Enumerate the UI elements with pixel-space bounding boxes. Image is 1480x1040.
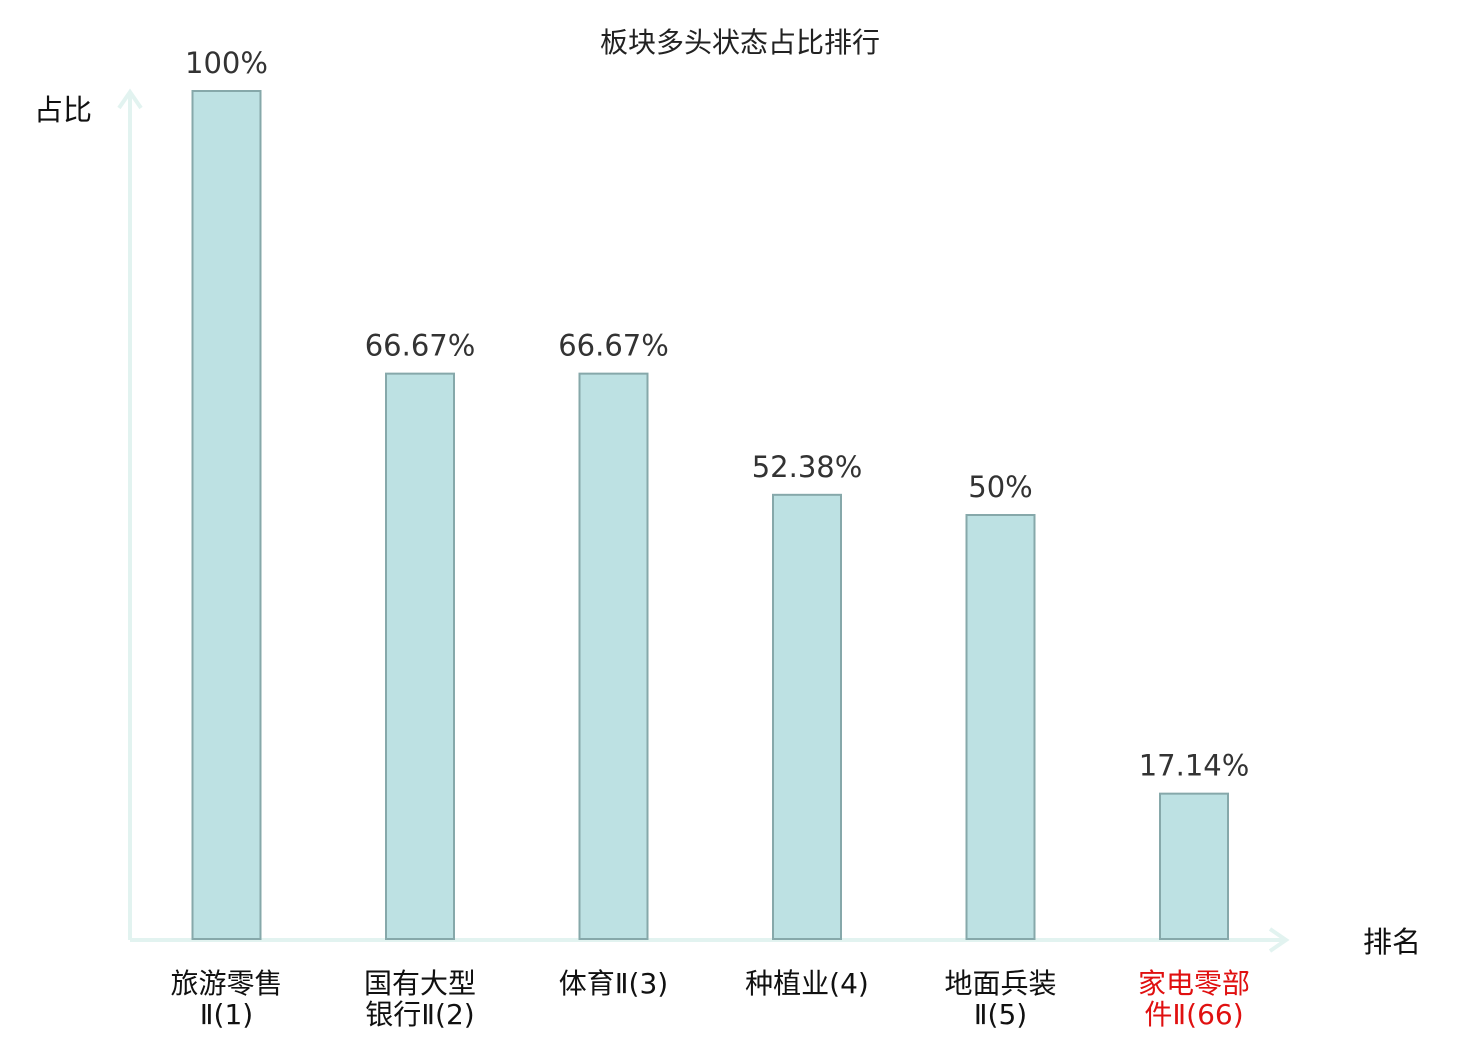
- chart-title: 板块多头状态占比排行: [600, 26, 880, 59]
- bar-3: [578, 372, 649, 940]
- category-label-1-line-2: Ⅱ(1): [200, 998, 253, 1031]
- category-label-5-line-1: 地面兵装: [944, 967, 1056, 1000]
- x-axis-arrow-icon: [1268, 927, 1290, 953]
- y-axis: 占比: [34, 88, 143, 940]
- category-label-4-line-1: 种植业(4): [745, 967, 869, 1000]
- x-axis: 排名: [130, 925, 1421, 959]
- bar-2: [385, 372, 455, 940]
- category-label-6-line-1: 家电零部: [1138, 967, 1250, 1000]
- y-axis-label: 占比: [34, 93, 92, 127]
- category-label-2-line-1: 国有大型: [364, 967, 476, 1000]
- category-label-5-line-2: Ⅱ(5): [974, 998, 1027, 1031]
- category-label-3-line-1: 体育Ⅱ(3): [559, 967, 668, 1000]
- x-axis-label: 排名: [1363, 925, 1421, 959]
- bar-5: [965, 514, 1036, 940]
- value-label-6: 17.14%: [1139, 749, 1250, 783]
- bar-4: [772, 493, 842, 940]
- y-axis-arrow-icon: [117, 88, 143, 110]
- bar-6: [1159, 792, 1229, 940]
- value-label-3: 66.67%: [558, 329, 669, 363]
- value-labels-group: 100% 66.67% 66.67% 52.38% 50% 17.14%: [185, 46, 1249, 783]
- value-label-2: 66.67%: [365, 329, 476, 363]
- category-label-1-line-1: 旅游零售: [170, 967, 282, 1000]
- category-label-6-line-2: 件Ⅱ(66): [1144, 998, 1243, 1031]
- bar-1: [191, 90, 262, 940]
- value-label-1: 100%: [185, 46, 268, 80]
- bars-group: [191, 90, 1229, 940]
- value-label-4: 52.38%: [752, 450, 863, 484]
- value-label-5: 50%: [968, 470, 1032, 504]
- category-label-2-line-2: 银行Ⅱ(2): [365, 998, 474, 1031]
